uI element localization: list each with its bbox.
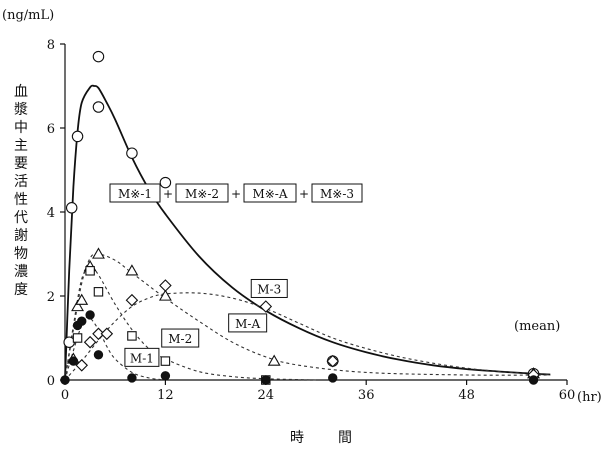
sum-legend-item: M※-1 — [118, 187, 152, 201]
marker-circle-filled — [60, 375, 70, 385]
y-axis-label-char: 活 — [14, 174, 28, 190]
marker-triangle-open — [92, 247, 105, 259]
marker-diamond-open — [159, 279, 172, 292]
sum-legend-box — [175, 183, 229, 203]
marker-circle-filled — [528, 375, 539, 385]
y-axis-label: 血漿中主要活性代謝物濃度 — [14, 84, 28, 298]
y-tick-label: 2 — [47, 290, 55, 305]
y-axis-label-char: 中 — [14, 120, 28, 136]
y-tick-label: 0 — [47, 374, 55, 389]
marker-circle-open — [126, 147, 138, 159]
series-label-box — [228, 313, 268, 333]
sum-legend-plus: + — [299, 187, 309, 201]
y-axis-label-char: 漿 — [14, 102, 28, 118]
y-tick-label: 4 — [47, 206, 55, 221]
x-tick-label: 24 — [258, 388, 275, 403]
series-label-box — [250, 278, 288, 298]
marker-square-open — [93, 287, 104, 297]
marker-diamond-open — [326, 354, 340, 368]
x-tick-label: 60 — [559, 388, 576, 403]
fit-curve-m-a — [64, 253, 551, 381]
marker-square-open — [85, 266, 95, 276]
y-axis-label-char: 主 — [14, 138, 28, 154]
fit-curve-m-3 — [64, 292, 551, 381]
marker-square-open — [160, 356, 171, 366]
marker-circle-filled — [127, 373, 137, 383]
y-axis-label-char: 謝 — [14, 228, 28, 244]
sum-legend-item: M※-3 — [320, 187, 354, 201]
marker-triangle-open — [125, 264, 139, 276]
y-axis-label-char: 血 — [14, 84, 28, 100]
marker-circle-open — [71, 130, 84, 143]
y-axis-label-char: 要 — [14, 156, 28, 172]
marker-circle-filled — [93, 350, 104, 360]
marker-triangle-open — [75, 293, 89, 305]
y-axis-label-char: 濃 — [14, 264, 28, 280]
x-tick-label: 36 — [358, 388, 375, 403]
y-axis-label-char: 代 — [14, 210, 28, 226]
marker-diamond-open — [259, 300, 273, 313]
fit-curve-m-2 — [64, 265, 317, 381]
sum-legend-box — [243, 183, 297, 203]
sum-legend: M※-1 + M※-2 + M※-A + M※-3 — [109, 183, 363, 203]
x-unit-label: (hr) — [577, 390, 602, 405]
marker-circle-filled — [68, 356, 79, 366]
sum-legend-item: M※-A — [252, 187, 287, 201]
marker-circle-filled — [160, 371, 171, 381]
marker-diamond-open — [100, 327, 114, 341]
series-labels: M-3 M-A M-2 M-1 — [124, 278, 288, 367]
fit-curves — [64, 84, 551, 381]
y-unit-label: (ng/mL) — [2, 8, 54, 23]
mean-note: (mean) — [514, 319, 560, 334]
series-label-m-3: M-3 — [257, 282, 281, 296]
marker-triangle-open — [267, 354, 281, 366]
marker-diamond-open — [92, 327, 105, 341]
y-axis-label-char: 性 — [14, 192, 28, 208]
x-tick-label: 48 — [458, 388, 475, 403]
marker-circle-filled — [261, 375, 271, 385]
marker-square-open — [127, 331, 137, 341]
sum-legend-plus: + — [231, 187, 241, 201]
y-axis-label-char: 度 — [14, 282, 28, 298]
fit-curve-m-1-m-2-m-a-m-3 — [64, 84, 551, 381]
marker-circle-open — [92, 50, 105, 63]
marker-triangle-open — [71, 299, 84, 312]
marker-diamond-open — [83, 335, 97, 349]
y-tick-label: 8 — [47, 38, 55, 53]
x-tick-label: 12 — [157, 388, 174, 403]
series-label-m-2: M-2 — [168, 332, 192, 346]
sum-legend-box — [109, 183, 161, 203]
marker-square-open — [72, 333, 83, 343]
y-tick-label: 6 — [47, 122, 55, 137]
marker-circle-filled — [77, 316, 87, 326]
series-label-m-1: M-1 — [130, 351, 154, 365]
y-axis-label-char: 物 — [14, 246, 28, 262]
marker-diamond-open — [125, 293, 139, 307]
series-label-box — [124, 347, 160, 367]
marker-circle-filled — [85, 310, 95, 320]
x-tick-label: 0 — [61, 388, 69, 403]
marker-circle-open — [65, 202, 78, 214]
data-markers — [60, 50, 540, 385]
marker-triangle-open — [158, 289, 172, 301]
x-axis-label: 時 間 — [290, 430, 362, 446]
sum-legend-box — [311, 183, 363, 203]
marker-diamond-open — [75, 359, 89, 372]
sum-legend-plus: + — [163, 187, 173, 201]
series-label-box — [161, 328, 200, 348]
series-label-m-a: M-A — [235, 317, 260, 331]
marker-circle-open — [159, 176, 172, 189]
marker-circle-open — [92, 101, 105, 113]
sum-legend-item: M※-2 — [185, 187, 219, 201]
marker-circle-filled — [328, 373, 338, 383]
